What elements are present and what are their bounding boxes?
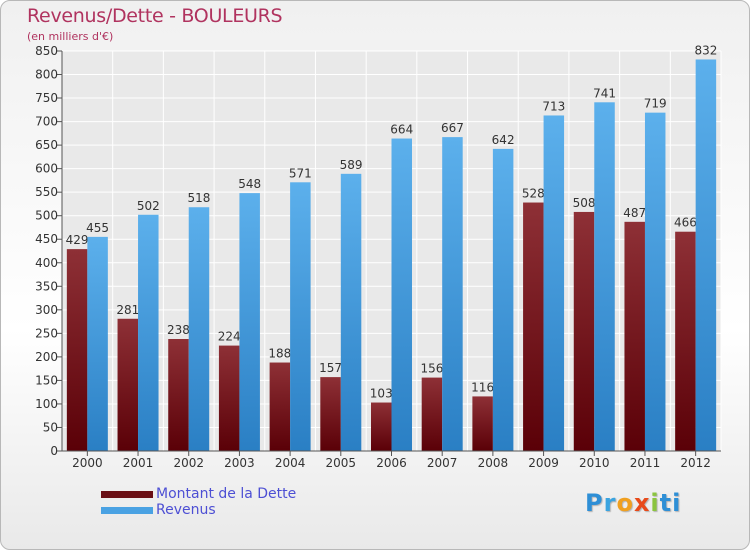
data-label-dette: 429 bbox=[66, 233, 89, 247]
data-label-dette: 157 bbox=[319, 361, 342, 375]
data-label-revenus: 455 bbox=[86, 221, 109, 235]
data-label-dette: 487 bbox=[623, 206, 646, 220]
y-tick-label: 400 bbox=[35, 256, 58, 270]
bar-dette bbox=[117, 318, 139, 451]
data-label-dette: 238 bbox=[167, 323, 190, 337]
x-tick-label: 2003 bbox=[224, 456, 255, 470]
logo-letter: r bbox=[603, 489, 617, 517]
y-tick-label: 650 bbox=[35, 138, 58, 152]
proxiti-logo: Proxiti bbox=[585, 489, 681, 517]
y-tick-label: 350 bbox=[35, 279, 58, 293]
bar-dette bbox=[421, 377, 443, 451]
x-tick-label: 2004 bbox=[275, 456, 306, 470]
bar-revenus bbox=[340, 173, 362, 451]
logo-letter: x bbox=[633, 489, 651, 517]
bar-dette bbox=[269, 362, 291, 451]
x-tick-label: 2009 bbox=[528, 456, 559, 470]
data-label-revenus: 642 bbox=[492, 133, 515, 147]
bar-revenus bbox=[644, 112, 666, 451]
data-label-revenus: 548 bbox=[238, 177, 261, 191]
y-tick-label: 800 bbox=[35, 68, 58, 82]
data-label-dette: 281 bbox=[116, 303, 139, 317]
y-tick-label: 250 bbox=[35, 326, 58, 340]
chart-subtitle: (en milliers d'€) bbox=[27, 30, 114, 43]
data-label-dette: 528 bbox=[522, 187, 545, 201]
data-label-revenus: 741 bbox=[593, 86, 616, 100]
x-tick-label: 2008 bbox=[478, 456, 509, 470]
data-label-dette: 466 bbox=[674, 216, 697, 230]
bar-revenus bbox=[138, 214, 159, 451]
data-label-dette: 224 bbox=[218, 330, 241, 344]
data-label-dette: 508 bbox=[573, 196, 596, 210]
bar-dette bbox=[472, 396, 493, 451]
bar-dette bbox=[573, 211, 595, 451]
data-label-revenus: 713 bbox=[542, 99, 565, 113]
data-label-dette: 103 bbox=[370, 387, 393, 401]
data-label-dette: 156 bbox=[420, 362, 443, 376]
y-tick-label: 100 bbox=[35, 397, 58, 411]
y-tick-label: 500 bbox=[35, 209, 58, 223]
bar-dette bbox=[624, 221, 645, 451]
data-label-revenus: 667 bbox=[441, 121, 464, 135]
x-tick-label: 2010 bbox=[579, 456, 610, 470]
bar-revenus bbox=[492, 148, 514, 451]
y-tick-label: 550 bbox=[35, 185, 58, 199]
x-tick-label: 2002 bbox=[173, 456, 204, 470]
data-label-revenus: 589 bbox=[340, 158, 363, 172]
y-tick-label: 50 bbox=[43, 420, 58, 434]
x-tick-label: 2011 bbox=[630, 456, 661, 470]
data-label-dette: 188 bbox=[268, 347, 291, 361]
bar-revenus bbox=[442, 137, 463, 451]
bar-revenus bbox=[391, 138, 412, 451]
logo-letter: i bbox=[650, 489, 660, 517]
bar-revenus bbox=[290, 182, 311, 451]
bar-revenus bbox=[543, 115, 565, 452]
bar-dette bbox=[675, 231, 696, 451]
data-label-dette: 116 bbox=[471, 380, 494, 394]
x-tick-label: 2000 bbox=[72, 456, 103, 470]
y-tick-label: 750 bbox=[35, 91, 58, 105]
logo-letter: o bbox=[616, 489, 634, 517]
y-tick-label: 600 bbox=[35, 162, 58, 176]
x-tick-label: 2005 bbox=[326, 456, 357, 470]
logo-letter: P bbox=[585, 489, 604, 517]
bar-dette bbox=[66, 249, 88, 451]
data-label-revenus: 832 bbox=[694, 43, 717, 57]
y-tick-label: 700 bbox=[35, 115, 58, 129]
logo-letter: ti bbox=[659, 489, 682, 517]
data-label-revenus: 502 bbox=[137, 199, 160, 213]
data-label-revenus: 719 bbox=[644, 97, 667, 111]
data-label-revenus: 571 bbox=[289, 166, 312, 180]
bar-revenus bbox=[239, 193, 260, 451]
bar-revenus bbox=[188, 207, 210, 451]
bar-dette bbox=[320, 377, 341, 451]
legend-label-dette: Montant de la Dette bbox=[156, 486, 297, 502]
bar-dette bbox=[218, 345, 240, 451]
legend-swatch-dette bbox=[101, 491, 153, 498]
x-tick-label: 2012 bbox=[680, 456, 711, 470]
x-tick-label: 2007 bbox=[427, 456, 458, 470]
legend-swatch-revenus bbox=[101, 507, 153, 514]
bar-dette bbox=[523, 202, 544, 451]
chart-title: Revenus/Dette - BOULEURS bbox=[27, 5, 283, 27]
y-tick-label: 300 bbox=[35, 303, 58, 317]
bar-revenus bbox=[695, 59, 717, 452]
x-tick-label: 2001 bbox=[123, 456, 154, 470]
legend-label-revenus: Revenus bbox=[156, 502, 216, 518]
x-tick-label: 2006 bbox=[376, 456, 407, 470]
y-tick-label: 450 bbox=[35, 232, 58, 246]
y-tick-label: 0 bbox=[50, 444, 58, 458]
y-tick-label: 850 bbox=[35, 44, 58, 58]
bar-dette bbox=[371, 402, 392, 451]
y-tick-label: 200 bbox=[35, 350, 58, 364]
data-label-revenus: 518 bbox=[188, 191, 211, 205]
y-tick-label: 150 bbox=[35, 373, 58, 387]
bar-dette bbox=[168, 339, 189, 451]
data-label-revenus: 664 bbox=[390, 123, 413, 137]
bar-revenus bbox=[594, 102, 615, 451]
bar-revenus bbox=[87, 236, 108, 451]
